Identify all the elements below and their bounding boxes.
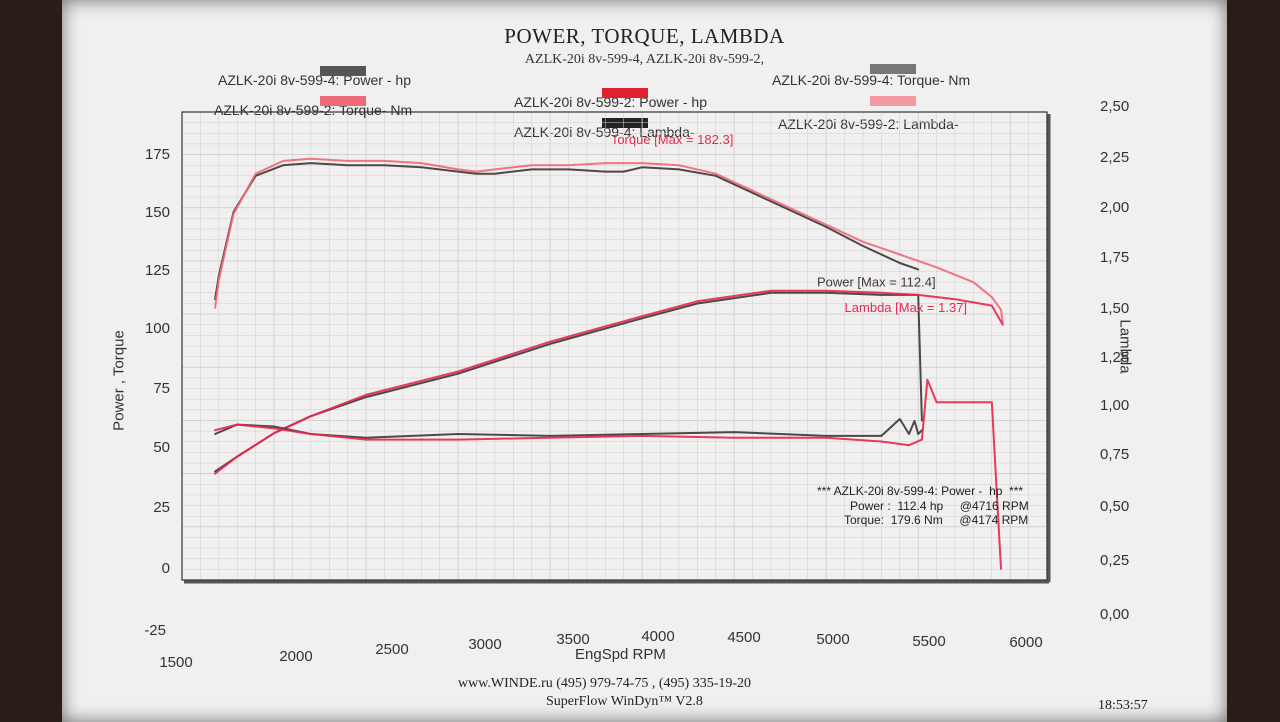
- y-tick-100: 100: [144, 320, 170, 337]
- chart-title: POWER, TORQUE, LAMBDA: [504, 24, 785, 48]
- series-line-azlk-20i-8v-599-4-torque-nm: [214, 162, 920, 301]
- footer-contacts: www.WINDE.ru (495) 979-74-75 , (495) 335…: [458, 676, 752, 691]
- summary-header: *** AZLK-20i 8v-599-4: Power - hp ***: [817, 484, 1024, 498]
- legend-swatch-run4-lambda: [602, 118, 648, 128]
- y2-tick-1.50: 1,50: [1100, 300, 1130, 317]
- y2-tick-1.00: 1,00: [1100, 397, 1130, 414]
- x-tick-3000: 3000: [468, 636, 502, 653]
- y-tick-25: 25: [153, 499, 170, 516]
- summary-torque: Torque: 179.6 Nm @4174 RPM: [844, 513, 1029, 527]
- y-tick-150: 150: [144, 204, 170, 221]
- y2-tick-2.25: 2,25: [1100, 149, 1130, 166]
- y2-tick-0.00: 0,00: [1100, 606, 1130, 623]
- y2-tick-1.75: 1,75: [1100, 249, 1130, 266]
- footer-software: SuperFlow WinDyn™ V2.8: [546, 694, 703, 709]
- series-line-azlk-20i-8v-599-2-torque-nm: [214, 157, 1004, 324]
- legend-swatch-run4-torque: [870, 64, 916, 74]
- legend-run2-power: AZLK-20i 8v-599-2: Power - hp: [514, 94, 707, 110]
- legend-run4-power: AZLK-20i 8v-599-4: Power - hp: [218, 72, 411, 88]
- y2-tick-2.00: 2,00: [1100, 199, 1130, 216]
- legend-swatch-run2-lambda: [870, 96, 916, 106]
- legend-swatch-run2-power: [602, 88, 648, 98]
- legend-run2-lambda: AZLK-20i 8v-599-2: Lambda-: [778, 116, 959, 132]
- legend-swatch-run2-torque: [320, 96, 366, 106]
- x-tick-1500: 1500: [159, 654, 193, 671]
- y2-tick-0.25: 0,25: [1100, 552, 1130, 569]
- series-line-azlk-20i-8v-599-2-lambda: [214, 378, 1002, 570]
- chart-annotation-1: Power [Max = 112.4]: [817, 274, 936, 289]
- y2-tick-0.50: 0,50: [1100, 498, 1130, 515]
- legend-swatch-run4-power: [320, 66, 366, 76]
- y-tick-125: 125: [144, 262, 170, 279]
- chart-subtitle: AZLK-20i 8v-599-4, AZLK-20i 8v-599-2,: [524, 52, 765, 67]
- dyno-chart: Torque [Max = 182.3] Power [Max = 112.4] L…: [181, 111, 1051, 584]
- y-tick-0: 0: [161, 560, 170, 577]
- legend-run2-torque: AZLK-20i 8v-599-2: Torque- Nm: [214, 102, 413, 118]
- y-tick-minus25: -25: [144, 622, 166, 639]
- plot-frame: [181, 111, 1048, 581]
- series-line-azlk-20i-8v-599-2-power-hp: [214, 289, 1004, 475]
- x-tick-3500: 3500: [556, 631, 590, 648]
- y-tick-175: 175: [144, 146, 170, 163]
- x-tick-2000: 2000: [279, 648, 313, 665]
- chart-annotation-2: Lambda [Max = 1.37]: [845, 300, 968, 315]
- x-tick-5500: 5500: [912, 633, 946, 650]
- y-tick-50: 50: [153, 439, 170, 456]
- footer-time: 18:53:57: [1098, 698, 1148, 713]
- x-axis-label: EngSpd RPM: [575, 646, 666, 663]
- x-tick-4000: 4000: [641, 628, 675, 645]
- legend-run4-torque: AZLK-20i 8v-599-4: Torque- Nm: [772, 72, 971, 88]
- chart-annotation-0: Torque [Max = 182.3]: [611, 132, 734, 147]
- y2-tick-1.25: 1,25: [1100, 349, 1130, 366]
- summary-power: Power : 112.4 hp @4716 RPM: [850, 499, 1029, 513]
- x-tick-4500: 4500: [727, 629, 761, 646]
- legend-run4-lambda: AZLK-20i 8v-599-4: Lambda-: [514, 124, 695, 140]
- y2-tick-0.75: 0,75: [1100, 446, 1130, 463]
- dyno-printout: POWER, TORQUE, LAMBDA AZLK-20i 8v-599-4,…: [62, 0, 1227, 722]
- x-tick-2500: 2500: [375, 641, 409, 658]
- y-tick-75: 75: [153, 380, 170, 397]
- x-tick-6000: 6000: [1009, 634, 1043, 651]
- x-tick-5000: 5000: [816, 631, 850, 648]
- y2-tick-2.50: 2,50: [1100, 98, 1130, 115]
